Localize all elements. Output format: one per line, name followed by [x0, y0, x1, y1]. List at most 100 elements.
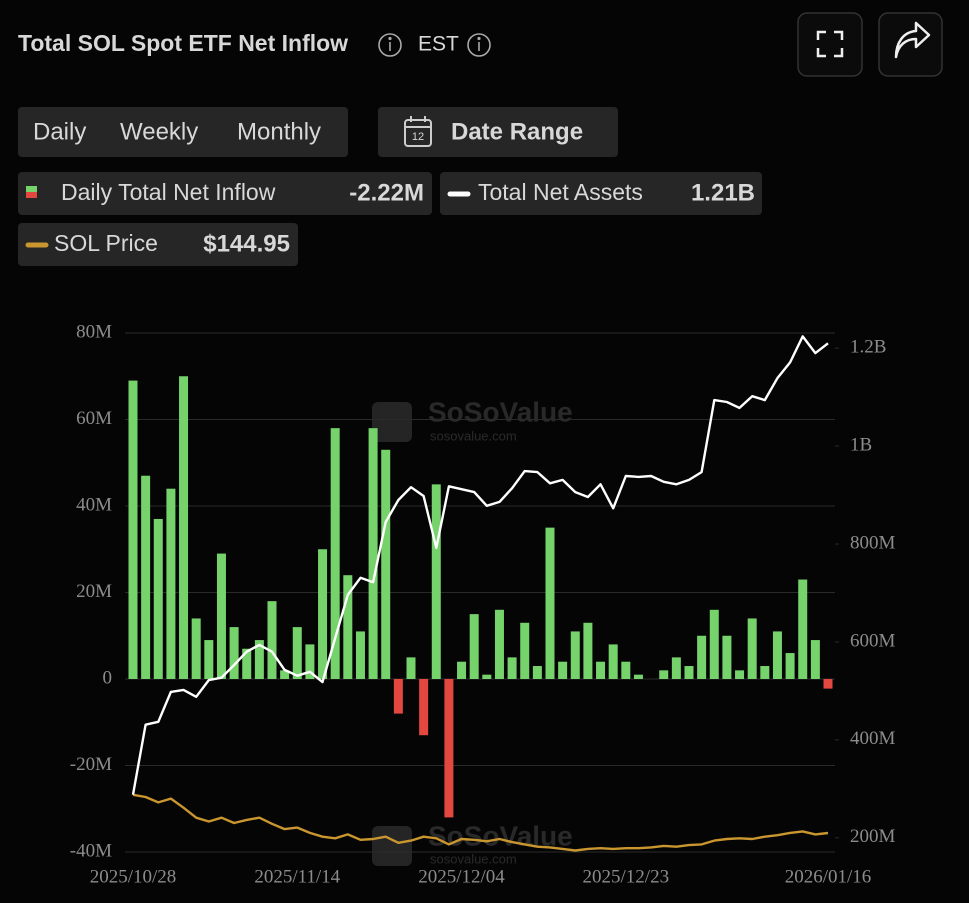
bar — [659, 670, 669, 679]
bar — [709, 609, 719, 679]
bar — [798, 579, 808, 679]
bar — [747, 618, 757, 679]
bar — [583, 622, 593, 679]
bar — [381, 449, 391, 679]
y2-tick-label: 400M — [850, 728, 896, 749]
tab[interactable]: Weekly — [120, 118, 198, 145]
timezone: EST — [418, 33, 459, 56]
info-icon[interactable] — [378, 33, 402, 57]
legend-item[interactable]: Daily Total Net Inflow -2.22M — [18, 172, 432, 215]
bar — [216, 553, 226, 679]
y2-tick-label: 200M — [850, 826, 896, 847]
bar — [280, 670, 290, 679]
bar — [368, 428, 378, 679]
bar — [823, 679, 833, 689]
legend-value: $144.95 — [203, 230, 290, 257]
x-tick-label: 2025/12/04 — [418, 866, 505, 887]
bar — [633, 674, 643, 679]
bar — [785, 653, 795, 679]
bar — [520, 622, 530, 679]
bar — [494, 609, 504, 679]
bar — [444, 679, 454, 818]
bar — [254, 640, 264, 679]
bar — [419, 679, 429, 736]
bar — [318, 549, 328, 679]
legend-label: Daily Total Net Inflow — [61, 179, 276, 205]
chart: -40M -20M 0 20M 40M 60M 80M 200M 400M 600M 800M 1B 1… — [70, 321, 896, 887]
bar — [684, 666, 694, 679]
bar — [431, 484, 441, 679]
y-tick-label: -40M — [70, 840, 112, 861]
watermark: SoSoValue sosovalue.com — [372, 396, 573, 443]
fullscreen-button[interactable] — [797, 12, 863, 77]
bar — [141, 475, 151, 679]
bar — [153, 518, 163, 679]
bar — [772, 631, 782, 679]
line — [131, 335, 829, 795]
bar — [128, 380, 138, 679]
bar — [355, 631, 365, 679]
bar — [406, 657, 416, 679]
legend-value: -2.22M — [349, 179, 424, 206]
bar — [621, 661, 631, 679]
bar — [305, 644, 315, 679]
y2-tick-label: 1.2B — [850, 337, 886, 358]
watermark-name: SoSoValue — [428, 396, 573, 427]
bar — [482, 674, 492, 679]
tab-bar — [18, 107, 348, 157]
tab[interactable]: Daily — [33, 118, 86, 145]
legend-label: SOL Price — [54, 230, 158, 256]
bar — [204, 640, 214, 679]
y2-tick-label: 800M — [850, 532, 896, 553]
bar — [608, 644, 618, 679]
page-title: Total SOL Spot ETF Net Inflow — [18, 30, 348, 56]
bar — [760, 666, 770, 679]
bar — [393, 679, 403, 714]
bar — [570, 631, 580, 679]
bar — [267, 601, 277, 679]
bar — [330, 428, 340, 679]
x-tick-label: 2025/10/28 — [90, 866, 177, 887]
legend-item[interactable]: SOL Price $144.95 — [18, 223, 298, 266]
line — [132, 793, 829, 852]
bar — [558, 661, 568, 679]
watermark-url: sosovalue.com — [430, 851, 517, 866]
date-range-label: Date Range — [451, 118, 583, 145]
bar — [507, 657, 517, 679]
x-tick-label: 2025/11/14 — [254, 866, 340, 887]
bar — [179, 376, 189, 679]
bar — [532, 666, 542, 679]
y2-tick-label: 1B — [850, 434, 872, 455]
y-tick-label: 40M — [76, 494, 112, 515]
bar — [722, 635, 732, 679]
y-tick-label: 60M — [76, 408, 112, 429]
bar — [545, 527, 555, 679]
share-button[interactable] — [878, 12, 943, 77]
tab[interactable]: Monthly — [237, 118, 321, 145]
info-icon[interactable] — [467, 33, 491, 57]
bar — [810, 640, 820, 679]
bar — [191, 618, 201, 679]
calendar-day: 12 — [412, 131, 424, 143]
watermark-url: sosovalue.com — [430, 428, 517, 443]
bar — [229, 627, 239, 679]
bar — [671, 657, 681, 679]
y-tick-label: 0 — [103, 667, 113, 688]
legend-label: Total Net Assets — [478, 179, 643, 205]
bar — [735, 670, 745, 679]
y2-tick-label: 600M — [850, 630, 896, 651]
legend-value: 1.21B — [691, 179, 755, 206]
bar — [242, 648, 252, 679]
y-tick-label: 80M — [76, 321, 112, 342]
x-tick-label: 2025/12/23 — [583, 866, 670, 887]
legend-item[interactable]: Total Net Assets 1.21B — [440, 172, 762, 215]
bar — [596, 661, 606, 679]
y-tick-label: -20M — [70, 754, 112, 775]
bar — [292, 627, 302, 679]
bar — [166, 488, 176, 679]
date-range-button[interactable]: 12 Date Range — [378, 107, 618, 157]
x-tick-label: 2026/01/16 — [785, 866, 872, 887]
bar — [457, 661, 467, 679]
y-tick-label: 20M — [76, 581, 112, 602]
